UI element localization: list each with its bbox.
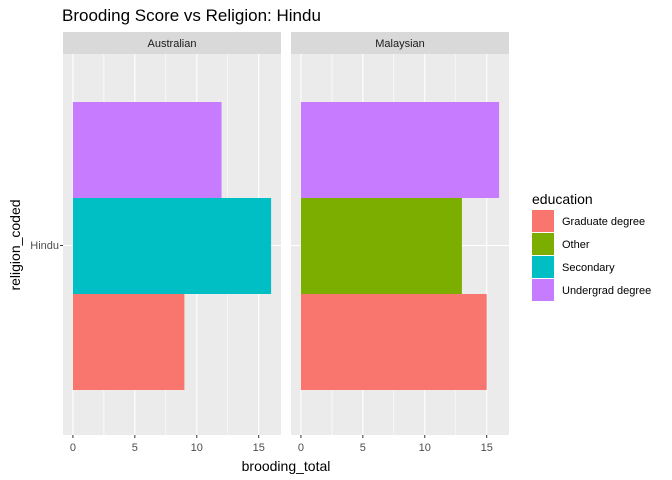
bar (300, 198, 462, 294)
x-tick-label: 15 (253, 442, 265, 454)
facet-strip (291, 32, 509, 54)
bar (300, 294, 487, 390)
x-tick-label: 0 (70, 442, 76, 454)
x-tick-label: 5 (132, 442, 138, 454)
x-tick-label: 15 (481, 442, 493, 454)
facet-panel-australian: Australian 0 5 10 15 (63, 32, 281, 454)
legend-label: Secondary (562, 262, 615, 274)
x-tick-label: 0 (298, 442, 304, 454)
facet-strip-label: Australian (148, 38, 197, 50)
y-tick-label: Hindu (30, 240, 59, 252)
bar (72, 198, 272, 294)
bar (300, 102, 500, 198)
legend-key (532, 279, 554, 301)
legend-key (532, 256, 554, 278)
legend-label: Undergrad degree (562, 285, 651, 297)
legend-key (532, 210, 554, 232)
y-axis-title: religion_coded (7, 199, 23, 290)
legend-key (532, 233, 554, 255)
x-tick-label: 5 (360, 442, 366, 454)
legend-title: education (532, 191, 593, 207)
facet-panel-malaysian: Malaysian 0 5 10 15 (291, 32, 509, 454)
legend-label: Other (562, 239, 590, 251)
legend: Graduate degree Other Secondary Undergrad d… (532, 210, 651, 301)
bar (72, 294, 185, 390)
legend-label: Graduate degree (562, 216, 645, 228)
chart-title: Brooding Score vs Religion: Hindu (62, 6, 321, 25)
x-axis-title: brooding_total (242, 458, 331, 474)
x-tick-label: 10 (419, 442, 431, 454)
facet-strip (63, 32, 281, 54)
facet-panels: Australian 0 5 10 15 Malaysian 0 5 10 15 (63, 32, 509, 454)
facet-strip-label: Malaysian (375, 38, 425, 50)
x-tick-label: 10 (191, 442, 203, 454)
bar (72, 102, 222, 198)
